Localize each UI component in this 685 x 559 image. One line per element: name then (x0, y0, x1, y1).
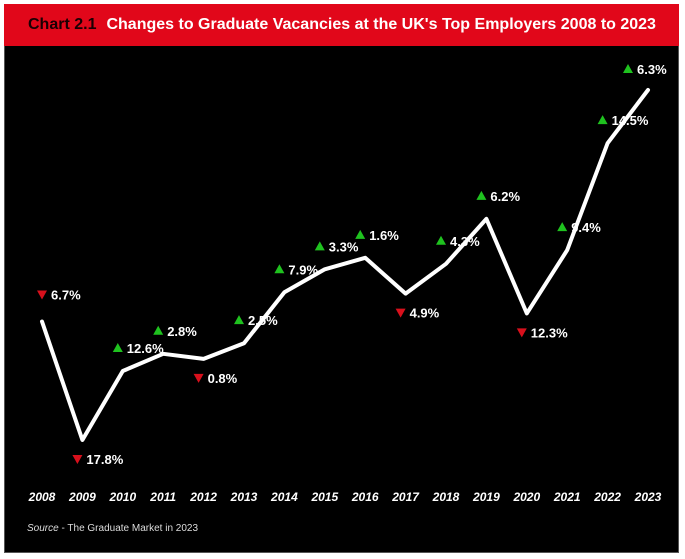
data-label-2008: 6.7% (37, 287, 81, 302)
data-label-text: 12.6% (127, 341, 164, 356)
x-tick-2020: 2020 (512, 490, 540, 504)
up-arrow-icon (314, 241, 325, 251)
data-label-2013: 2.5% (234, 313, 278, 328)
x-tick-2011: 2011 (149, 490, 176, 504)
down-arrow-icon (516, 328, 527, 338)
data-label-text: 2.5% (248, 313, 278, 328)
chart-number: Chart 2.1 (28, 16, 97, 33)
data-label-text: 7.9% (288, 262, 318, 277)
data-label-text: 3.3% (329, 239, 359, 254)
data-label-text: 0.8% (208, 371, 238, 386)
data-label-2016: 1.6% (355, 228, 399, 243)
x-tick-2013: 2013 (230, 490, 258, 504)
data-label-2020: 12.3% (516, 325, 568, 340)
up-arrow-icon (234, 315, 244, 325)
data-label-text: 14.5% (612, 113, 649, 128)
x-tick-2019: 2019 (472, 490, 500, 504)
down-arrow-icon (72, 455, 83, 464)
data-label-2021: 9.4% (557, 220, 601, 235)
x-tick-2012: 2012 (189, 490, 217, 504)
chart-frame (4, 4, 679, 553)
data-label-2019: 6.2% (476, 189, 520, 204)
data-label-text: 4.3% (450, 234, 480, 249)
up-arrow-icon (112, 343, 123, 353)
data-label-2012: 0.8% (193, 371, 238, 386)
source-note: Source - The Graduate Market in 2023 (27, 523, 198, 534)
data-label-text: 2.8% (167, 324, 197, 339)
up-arrow-icon (355, 229, 366, 239)
down-arrow-icon (193, 373, 204, 383)
x-tick-2023: 2023 (634, 490, 662, 504)
x-tick-2016: 2016 (351, 490, 379, 504)
x-tick-2015: 2015 (310, 490, 338, 504)
up-arrow-icon (557, 222, 568, 232)
x-tick-2009: 2009 (68, 490, 96, 504)
data-label-2014: 7.9% (274, 262, 318, 277)
data-label-2015: 3.3% (314, 239, 359, 254)
x-tick-2018: 2018 (432, 490, 460, 504)
x-tick-2014: 2014 (270, 490, 298, 504)
data-label-text: 12.3% (531, 325, 568, 340)
x-tick-2008: 2008 (28, 490, 56, 504)
x-tick-2021: 2021 (553, 490, 581, 504)
chart-title: Changes to Graduate Vacancies at the UK'… (106, 16, 656, 33)
data-label-text: 9.4% (571, 220, 601, 235)
data-label-text: 4.9% (410, 306, 440, 321)
x-tick-2017: 2017 (391, 490, 420, 504)
up-arrow-icon (476, 190, 487, 200)
data-label-text: 1.6% (369, 228, 399, 243)
data-label-2017: 4.9% (395, 306, 440, 321)
x-tick-2022: 2022 (593, 490, 621, 504)
chart-header: Chart 2.1 Changes to Graduate Vacancies … (4, 4, 679, 46)
up-arrow-icon (153, 325, 164, 335)
series-line (40, 88, 650, 442)
up-arrow-icon (436, 235, 446, 245)
data-label-2011: 2.8% (153, 324, 197, 339)
up-arrow-icon (597, 115, 608, 125)
source-prefix: Source (27, 523, 59, 534)
data-label-2010: 12.6% (112, 341, 164, 356)
data-label-2022: 14.5% (597, 113, 649, 128)
data-label-2023: 6.3% (623, 62, 667, 77)
data-label-text: 6.2% (490, 189, 520, 204)
data-label-2009: 17.8% (72, 452, 124, 467)
source-text: - The Graduate Market in 2023 (58, 523, 199, 534)
down-arrow-icon (395, 308, 406, 318)
data-label-2018: 4.3% (436, 234, 480, 249)
data-label-text: 17.8% (86, 452, 123, 467)
up-arrow-icon (274, 264, 285, 274)
data-label-text: 6.3% (637, 62, 667, 77)
x-tick-2010: 2010 (108, 490, 136, 504)
up-arrow-icon (623, 64, 633, 73)
data-label-text: 6.7% (51, 287, 81, 302)
down-arrow-icon (37, 290, 47, 300)
